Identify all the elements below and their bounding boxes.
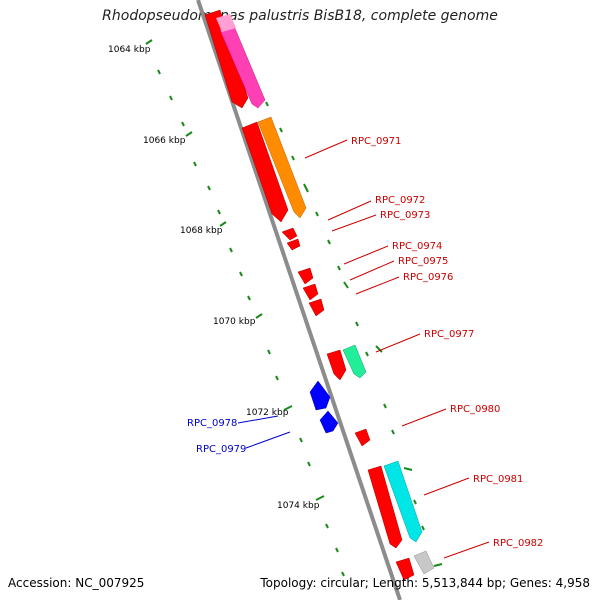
scale-label: 1064 kbp	[108, 45, 151, 55]
gene-label-rpc-0982[interactable]: RPC_0982	[493, 538, 543, 549]
gene-label-rpc-0981[interactable]: RPC_0981	[473, 474, 523, 485]
gene-label-rpc-0977[interactable]: RPC_0977	[424, 329, 474, 340]
scale-label: 1070 kbp	[213, 317, 256, 327]
inner-tick-track	[145, 39, 345, 577]
gene-reverse	[319, 410, 339, 434]
scale-label: 1066 kbp	[143, 136, 186, 146]
gene-label-rpc-0979[interactable]: RPC_0979	[196, 444, 246, 455]
feature-pink-light	[216, 14, 236, 32]
gene-forward	[354, 428, 371, 447]
forward-genes	[204, 9, 415, 581]
gene-forward	[326, 349, 347, 381]
label-leaders	[237, 139, 490, 559]
scale-label: 1072 kbp	[246, 408, 289, 418]
gene-forward	[395, 557, 415, 581]
gene-label-rpc-0971[interactable]: RPC_0971	[351, 136, 401, 147]
gene-label-rpc-0975[interactable]: RPC_0975	[398, 256, 448, 267]
feature-orange	[257, 116, 307, 219]
gene-label-rpc-0976[interactable]: RPC_0976	[403, 272, 453, 283]
gene-label-rpc-0980[interactable]: RPC_0980	[450, 404, 500, 415]
genome-backbone	[196, 0, 402, 600]
scale-label: 1068 kbp	[180, 226, 223, 236]
gene-label-rpc-0974[interactable]: RPC_0974	[392, 241, 442, 252]
gene-forward	[241, 121, 289, 223]
gene-forward	[204, 9, 249, 109]
gene-forward	[308, 298, 325, 317]
gene-reverse	[309, 380, 331, 411]
scale-label: 1074 kbp	[277, 501, 320, 511]
feature-grey	[413, 550, 435, 575]
genome-stats-text: Topology: circular; Length: 5,513,844 bp…	[260, 576, 590, 590]
gene-forward	[297, 267, 314, 285]
gene-forward	[286, 238, 301, 251]
gene-label-rpc-0978[interactable]: RPC_0978	[187, 418, 237, 429]
outer-tick-track	[221, 25, 443, 567]
gene-forward	[281, 227, 298, 241]
gene-label-rpc-0973[interactable]: RPC_0973	[380, 210, 430, 221]
gene-forward	[367, 465, 403, 549]
feature-green	[342, 344, 367, 379]
gene-forward	[302, 283, 319, 301]
reverse-genes	[309, 380, 339, 434]
gene-label-rpc-0972[interactable]: RPC_0972	[375, 195, 425, 206]
accession-text: Accession: NC_007925	[8, 576, 145, 590]
feature-cyan	[383, 460, 423, 543]
